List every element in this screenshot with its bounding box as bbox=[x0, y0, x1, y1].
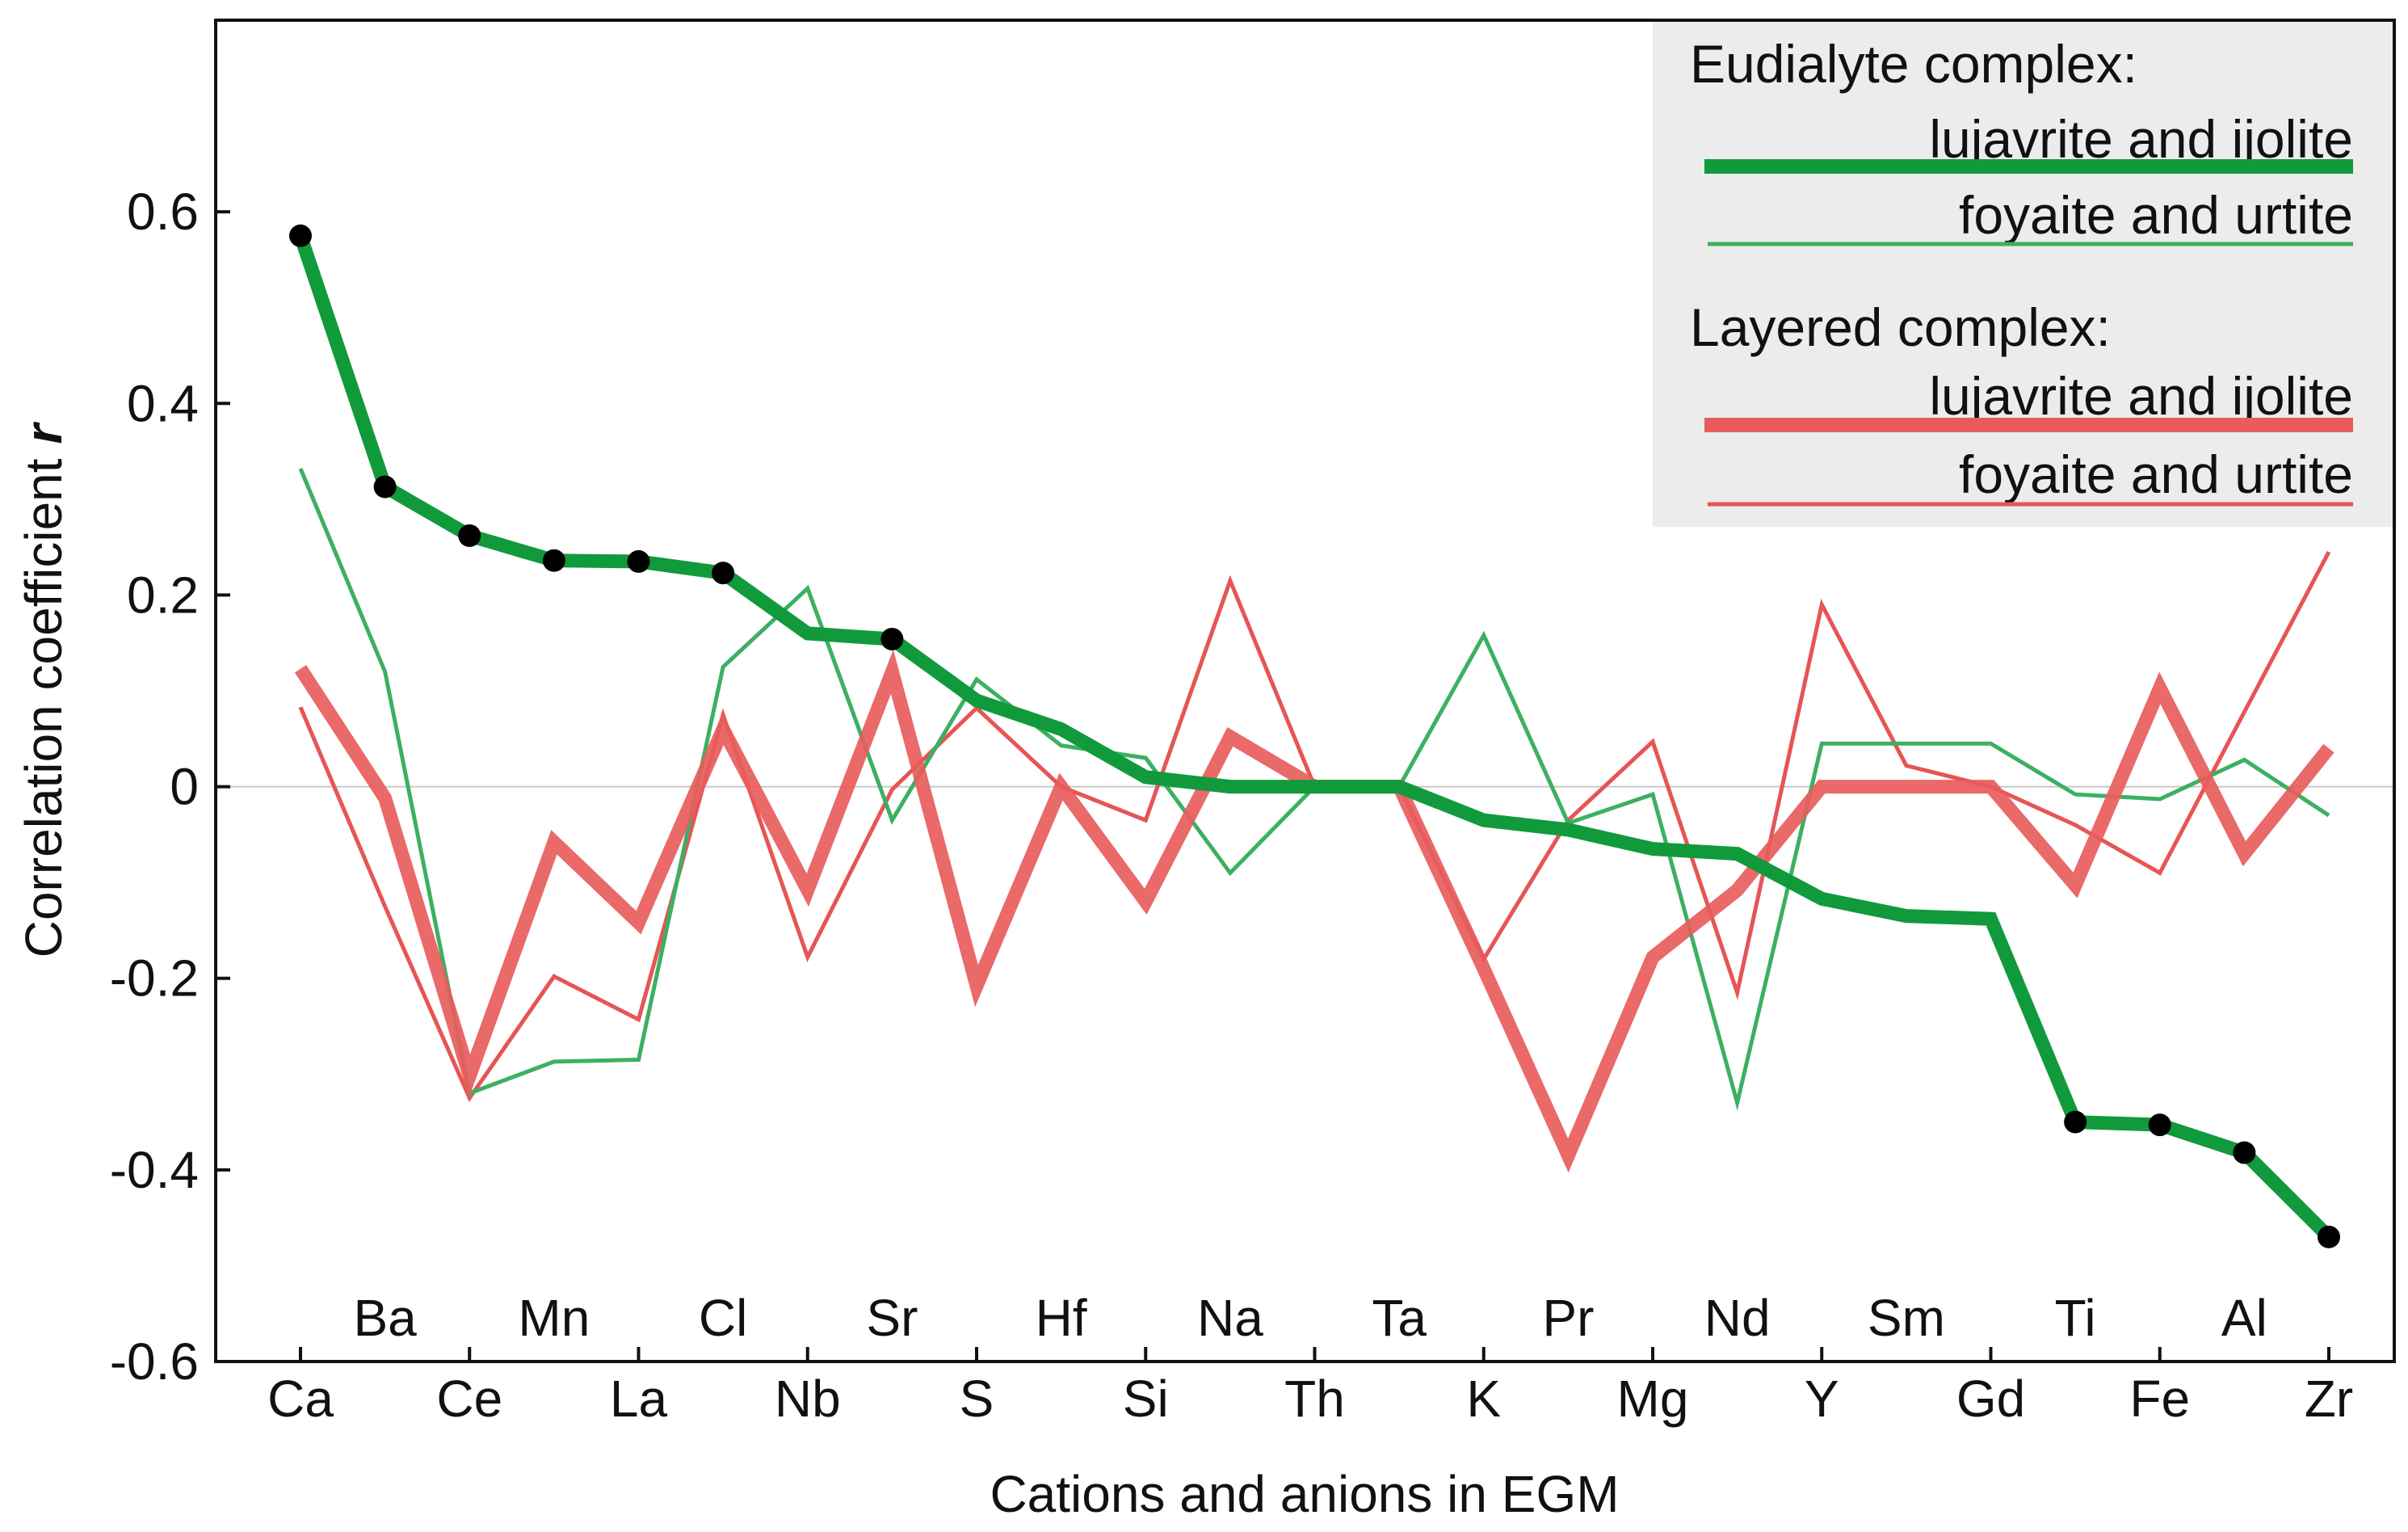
data-point-marker bbox=[289, 224, 312, 247]
data-point-marker bbox=[712, 562, 735, 585]
legend-entry-lay-foy: foyaite and urtite bbox=[1959, 444, 2353, 504]
x-category-label: Pr bbox=[1542, 1289, 1594, 1347]
y-axis-title-symbol: r bbox=[15, 422, 73, 444]
legend-group-title-layered: Layered complex: bbox=[1690, 297, 2111, 357]
x-category-label: S bbox=[960, 1370, 994, 1428]
legend-entry-lay-luj: lujavrite and ijolite bbox=[1929, 366, 2353, 426]
x-category-label: Gd bbox=[1956, 1370, 2025, 1428]
x-category-label: Zr bbox=[2305, 1370, 2353, 1428]
x-category-label: Ta bbox=[1372, 1289, 1427, 1347]
y-tick-label: 0.2 bbox=[127, 566, 199, 624]
data-point-marker bbox=[880, 627, 904, 650]
x-category-label: Si bbox=[1123, 1370, 1169, 1428]
legend: Eudialyte complex: lujavrite and ijolite… bbox=[1653, 20, 2394, 527]
x-category-label: Th bbox=[1284, 1370, 1345, 1428]
series-markers bbox=[289, 224, 2340, 1248]
legend-group-title-eudialyte: Eudialyte complex: bbox=[1690, 34, 2137, 94]
data-point-marker bbox=[542, 549, 565, 572]
x-category-label: Ca bbox=[267, 1370, 334, 1428]
x-category-label: Fe bbox=[2129, 1370, 2190, 1428]
data-point-marker bbox=[2148, 1113, 2171, 1137]
y-tick-label: 0.6 bbox=[127, 183, 199, 241]
x-category-label: Y bbox=[1805, 1370, 1839, 1428]
x-category-label: Al bbox=[2221, 1289, 2267, 1347]
y-axis-title: Correlation coefficient r bbox=[15, 422, 73, 958]
data-point-marker bbox=[627, 549, 650, 573]
plot-frame bbox=[214, 19, 2396, 1363]
x-category-label: Nb bbox=[775, 1370, 841, 1428]
x-category-label: Na bbox=[1197, 1289, 1263, 1347]
data-point-marker bbox=[373, 475, 397, 499]
legend-entry-eud-luj: lujavrite and ijolite bbox=[1929, 109, 2353, 169]
y-axis-title-text: Correlation coefficient bbox=[15, 444, 73, 958]
y-tick-label: -0.6 bbox=[110, 1332, 199, 1391]
y-tick-label: -0.4 bbox=[110, 1141, 199, 1199]
legend-entry-eud-foy: foyaite and urtite bbox=[1959, 185, 2353, 245]
data-point-marker bbox=[2064, 1110, 2087, 1134]
data-point-marker bbox=[458, 524, 481, 547]
x-category-label: Ti bbox=[2055, 1289, 2096, 1347]
x-category-label: La bbox=[610, 1370, 668, 1428]
x-category-label: Mn bbox=[518, 1289, 590, 1347]
x-category-label: Cl bbox=[699, 1289, 747, 1347]
y-tick-label: 0.4 bbox=[127, 374, 199, 432]
x-category-label: Sm bbox=[1868, 1289, 1945, 1347]
y-axis-ticks: -0.6 -0.4 -0.2 0 0.2 0.4 0.6 bbox=[110, 183, 230, 1391]
y-tick-label: -0.2 bbox=[110, 949, 199, 1008]
legend-background bbox=[1653, 20, 2394, 527]
data-point-marker bbox=[2233, 1141, 2256, 1164]
x-category-label: Nd bbox=[1704, 1289, 1771, 1347]
x-axis-title: Cations and anions in EGM bbox=[990, 1465, 1619, 1523]
x-category-label: K bbox=[1466, 1370, 1501, 1428]
x-category-label: Ce bbox=[436, 1370, 502, 1428]
x-category-label: Mg bbox=[1617, 1370, 1689, 1428]
y-tick-label: 0 bbox=[170, 758, 199, 816]
data-point-marker bbox=[2318, 1225, 2340, 1248]
x-category-label: Hf bbox=[1036, 1289, 1087, 1347]
x-category-label: Ba bbox=[353, 1289, 417, 1347]
x-category-label: Sr bbox=[866, 1289, 918, 1347]
